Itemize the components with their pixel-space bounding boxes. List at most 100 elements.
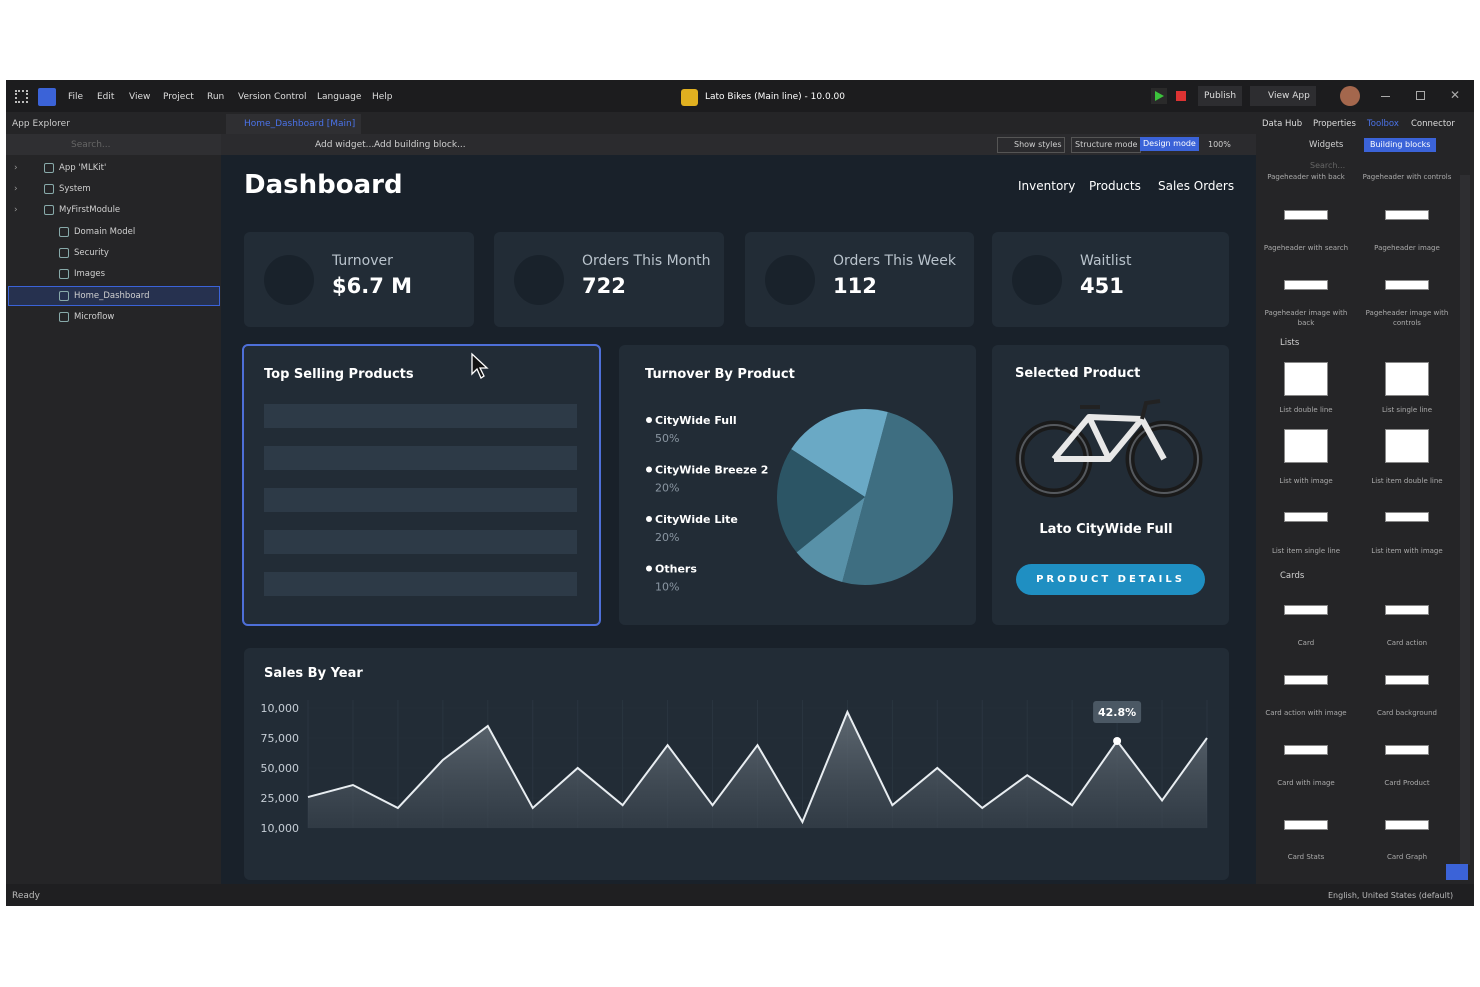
- add-widget[interactable]: Add widget...: [315, 140, 375, 150]
- y-tick-label: 10,000: [261, 702, 300, 715]
- toolbox-tab[interactable]: Toolbox: [1367, 119, 1399, 129]
- tree-item[interactable]: Images: [74, 269, 106, 279]
- run-button[interactable]: [1151, 88, 1167, 104]
- menu-item[interactable]: Edit: [97, 92, 115, 102]
- menu-item[interactable]: Help: [372, 92, 393, 102]
- toolbox-thumb[interactable]: [1284, 820, 1328, 830]
- maximize[interactable]: [1416, 91, 1425, 100]
- menu-item[interactable]: File: [68, 92, 84, 102]
- toolbox-thumb[interactable]: [1385, 820, 1429, 830]
- toolbox-item-label[interactable]: Pageheader with back: [1267, 173, 1345, 181]
- tree-item[interactable]: MyFirstModule: [59, 205, 121, 215]
- toolbox-item-label[interactable]: List with image: [1279, 477, 1333, 485]
- toolbox-thumb[interactable]: [1284, 280, 1328, 290]
- tree-item[interactable]: App 'MLKit': [59, 163, 107, 173]
- nav-link[interactable]: Inventory: [1018, 179, 1076, 193]
- pie-card: Turnover By Product CityWide Full 50% CityW…: [619, 345, 976, 625]
- toolbox-item-label[interactable]: List double line: [1279, 406, 1333, 414]
- structure-mode[interactable]: Structure mode: [1071, 137, 1142, 153]
- toolbox-thumb[interactable]: [1385, 605, 1429, 615]
- show-styles[interactable]: Show styles: [997, 137, 1066, 153]
- explorer-search[interactable]: Search...: [71, 140, 111, 150]
- toolbox-item-label[interactable]: List item with image: [1371, 547, 1443, 555]
- kpi-card: Orders This Month 722: [494, 232, 724, 327]
- editor-tab[interactable]: Home_Dashboard [Main]: [226, 114, 362, 134]
- tree-item[interactable]: System: [59, 184, 91, 194]
- subtab[interactable]: Widgets: [1309, 140, 1344, 150]
- tree-icon: [59, 291, 69, 301]
- avatar[interactable]: [1340, 86, 1360, 106]
- section-header[interactable]: Cards: [1280, 571, 1305, 581]
- top-selling-card[interactable]: Top Selling Products: [242, 344, 601, 626]
- toolbox-thumb[interactable]: [1284, 362, 1328, 396]
- toolbox-item-label[interactable]: List single line: [1381, 406, 1433, 414]
- grid-icon[interactable]: [15, 90, 28, 103]
- toolbox-item-label[interactable]: Pageheader image with controls: [1365, 309, 1449, 327]
- product-details-button[interactable]: PRODUCT DETAILS: [1016, 564, 1205, 595]
- toolbox-item-label[interactable]: Card background: [1376, 709, 1437, 717]
- toolbox-thumb[interactable]: [1284, 429, 1328, 463]
- minimize[interactable]: [1381, 96, 1390, 97]
- toolbox-item-label[interactable]: Pageheader image: [1374, 244, 1440, 252]
- toolbox-tab[interactable]: Connector: [1411, 119, 1455, 129]
- toolbox-item-label[interactable]: List item single line: [1271, 547, 1341, 555]
- nav-link[interactable]: Products: [1089, 179, 1141, 193]
- tree-arrow[interactable]: ›: [14, 205, 18, 215]
- app-logo[interactable]: [38, 88, 56, 106]
- menu-item[interactable]: View: [129, 92, 151, 102]
- kpi-label: Orders This Month: [582, 253, 711, 269]
- menu-item[interactable]: Version Control: [238, 92, 307, 102]
- stop-button[interactable]: [1176, 91, 1186, 101]
- view-app-button[interactable]: View App: [1250, 86, 1316, 106]
- subtab[interactable]: Building blocks: [1364, 138, 1437, 152]
- card-title: Top Selling Products: [264, 367, 414, 382]
- publish-button[interactable]: Publish: [1198, 86, 1243, 106]
- toolbox-item-label[interactable]: Card: [1297, 639, 1315, 647]
- design-mode[interactable]: Design mode: [1140, 137, 1199, 151]
- toolbox-item-label[interactable]: Card with image: [1277, 779, 1335, 787]
- toolbox-thumb[interactable]: [1385, 429, 1429, 463]
- toolbox-item-label[interactable]: List item double line: [1371, 477, 1443, 485]
- tree-arrow[interactable]: ›: [14, 163, 18, 173]
- toolbox-tab[interactable]: Data Hub: [1262, 119, 1303, 129]
- toolbox-item-label[interactable]: Card action with image: [1265, 709, 1347, 717]
- toolbox-item-label[interactable]: Pageheader with search: [1263, 244, 1349, 252]
- close[interactable]: ✕: [1450, 88, 1461, 102]
- tree-item[interactable]: Domain Model: [74, 227, 136, 237]
- zoom[interactable]: 100%: [1208, 140, 1231, 149]
- tree-item[interactable]: Home_Dashboard: [74, 291, 150, 301]
- menu-item[interactable]: Language: [317, 92, 362, 102]
- toolbox-thumb[interactable]: [1284, 605, 1328, 615]
- kpi-icon: [514, 255, 564, 305]
- menu-item[interactable]: Project: [163, 92, 194, 102]
- toolbox-tab[interactable]: Properties: [1313, 119, 1356, 129]
- toolbox-item-label[interactable]: Pageheader image with back: [1264, 309, 1348, 327]
- tree-arrow[interactable]: ›: [14, 184, 18, 194]
- list-view-toggle[interactable]: [1446, 864, 1468, 880]
- toolbox-thumb[interactable]: [1284, 675, 1328, 685]
- toolbox-search[interactable]: Search...: [1310, 161, 1346, 170]
- menu-item[interactable]: Run: [207, 92, 225, 102]
- toolbox-thumb[interactable]: [1284, 210, 1328, 220]
- toolbox-thumb[interactable]: [1385, 362, 1429, 396]
- pie-chart: Turnover By Product CityWide Full 50% CityW…: [645, 367, 953, 594]
- nav-link[interactable]: Sales Orders: [1158, 179, 1235, 193]
- tree-item[interactable]: Security: [74, 248, 109, 258]
- toolbox-item-label[interactable]: Pageheader with controls: [1362, 173, 1452, 181]
- toolbox-thumb[interactable]: [1385, 512, 1429, 522]
- tree-item[interactable]: Microflow: [74, 312, 115, 322]
- toolbox-thumb[interactable]: [1385, 210, 1429, 220]
- toolbox-thumb[interactable]: [1284, 745, 1328, 755]
- toolbox-thumb[interactable]: [1284, 512, 1328, 522]
- kpi-value: 451: [1080, 274, 1124, 298]
- toolbox-item-label[interactable]: Card Stats: [1287, 853, 1325, 861]
- toolbox-item-label[interactable]: Card Product: [1384, 779, 1430, 787]
- toolbox-thumb[interactable]: [1385, 675, 1429, 685]
- toolbox-thumb[interactable]: [1385, 280, 1429, 290]
- add-building-block[interactable]: Add building block...: [374, 140, 466, 150]
- toolbox-item-label[interactable]: Card Graph: [1386, 853, 1428, 861]
- toolbox-thumb[interactable]: [1385, 745, 1429, 755]
- section-header[interactable]: Lists: [1280, 338, 1300, 348]
- pie-slice: [777, 449, 865, 553]
- toolbox-item-label[interactable]: Card action: [1386, 639, 1428, 647]
